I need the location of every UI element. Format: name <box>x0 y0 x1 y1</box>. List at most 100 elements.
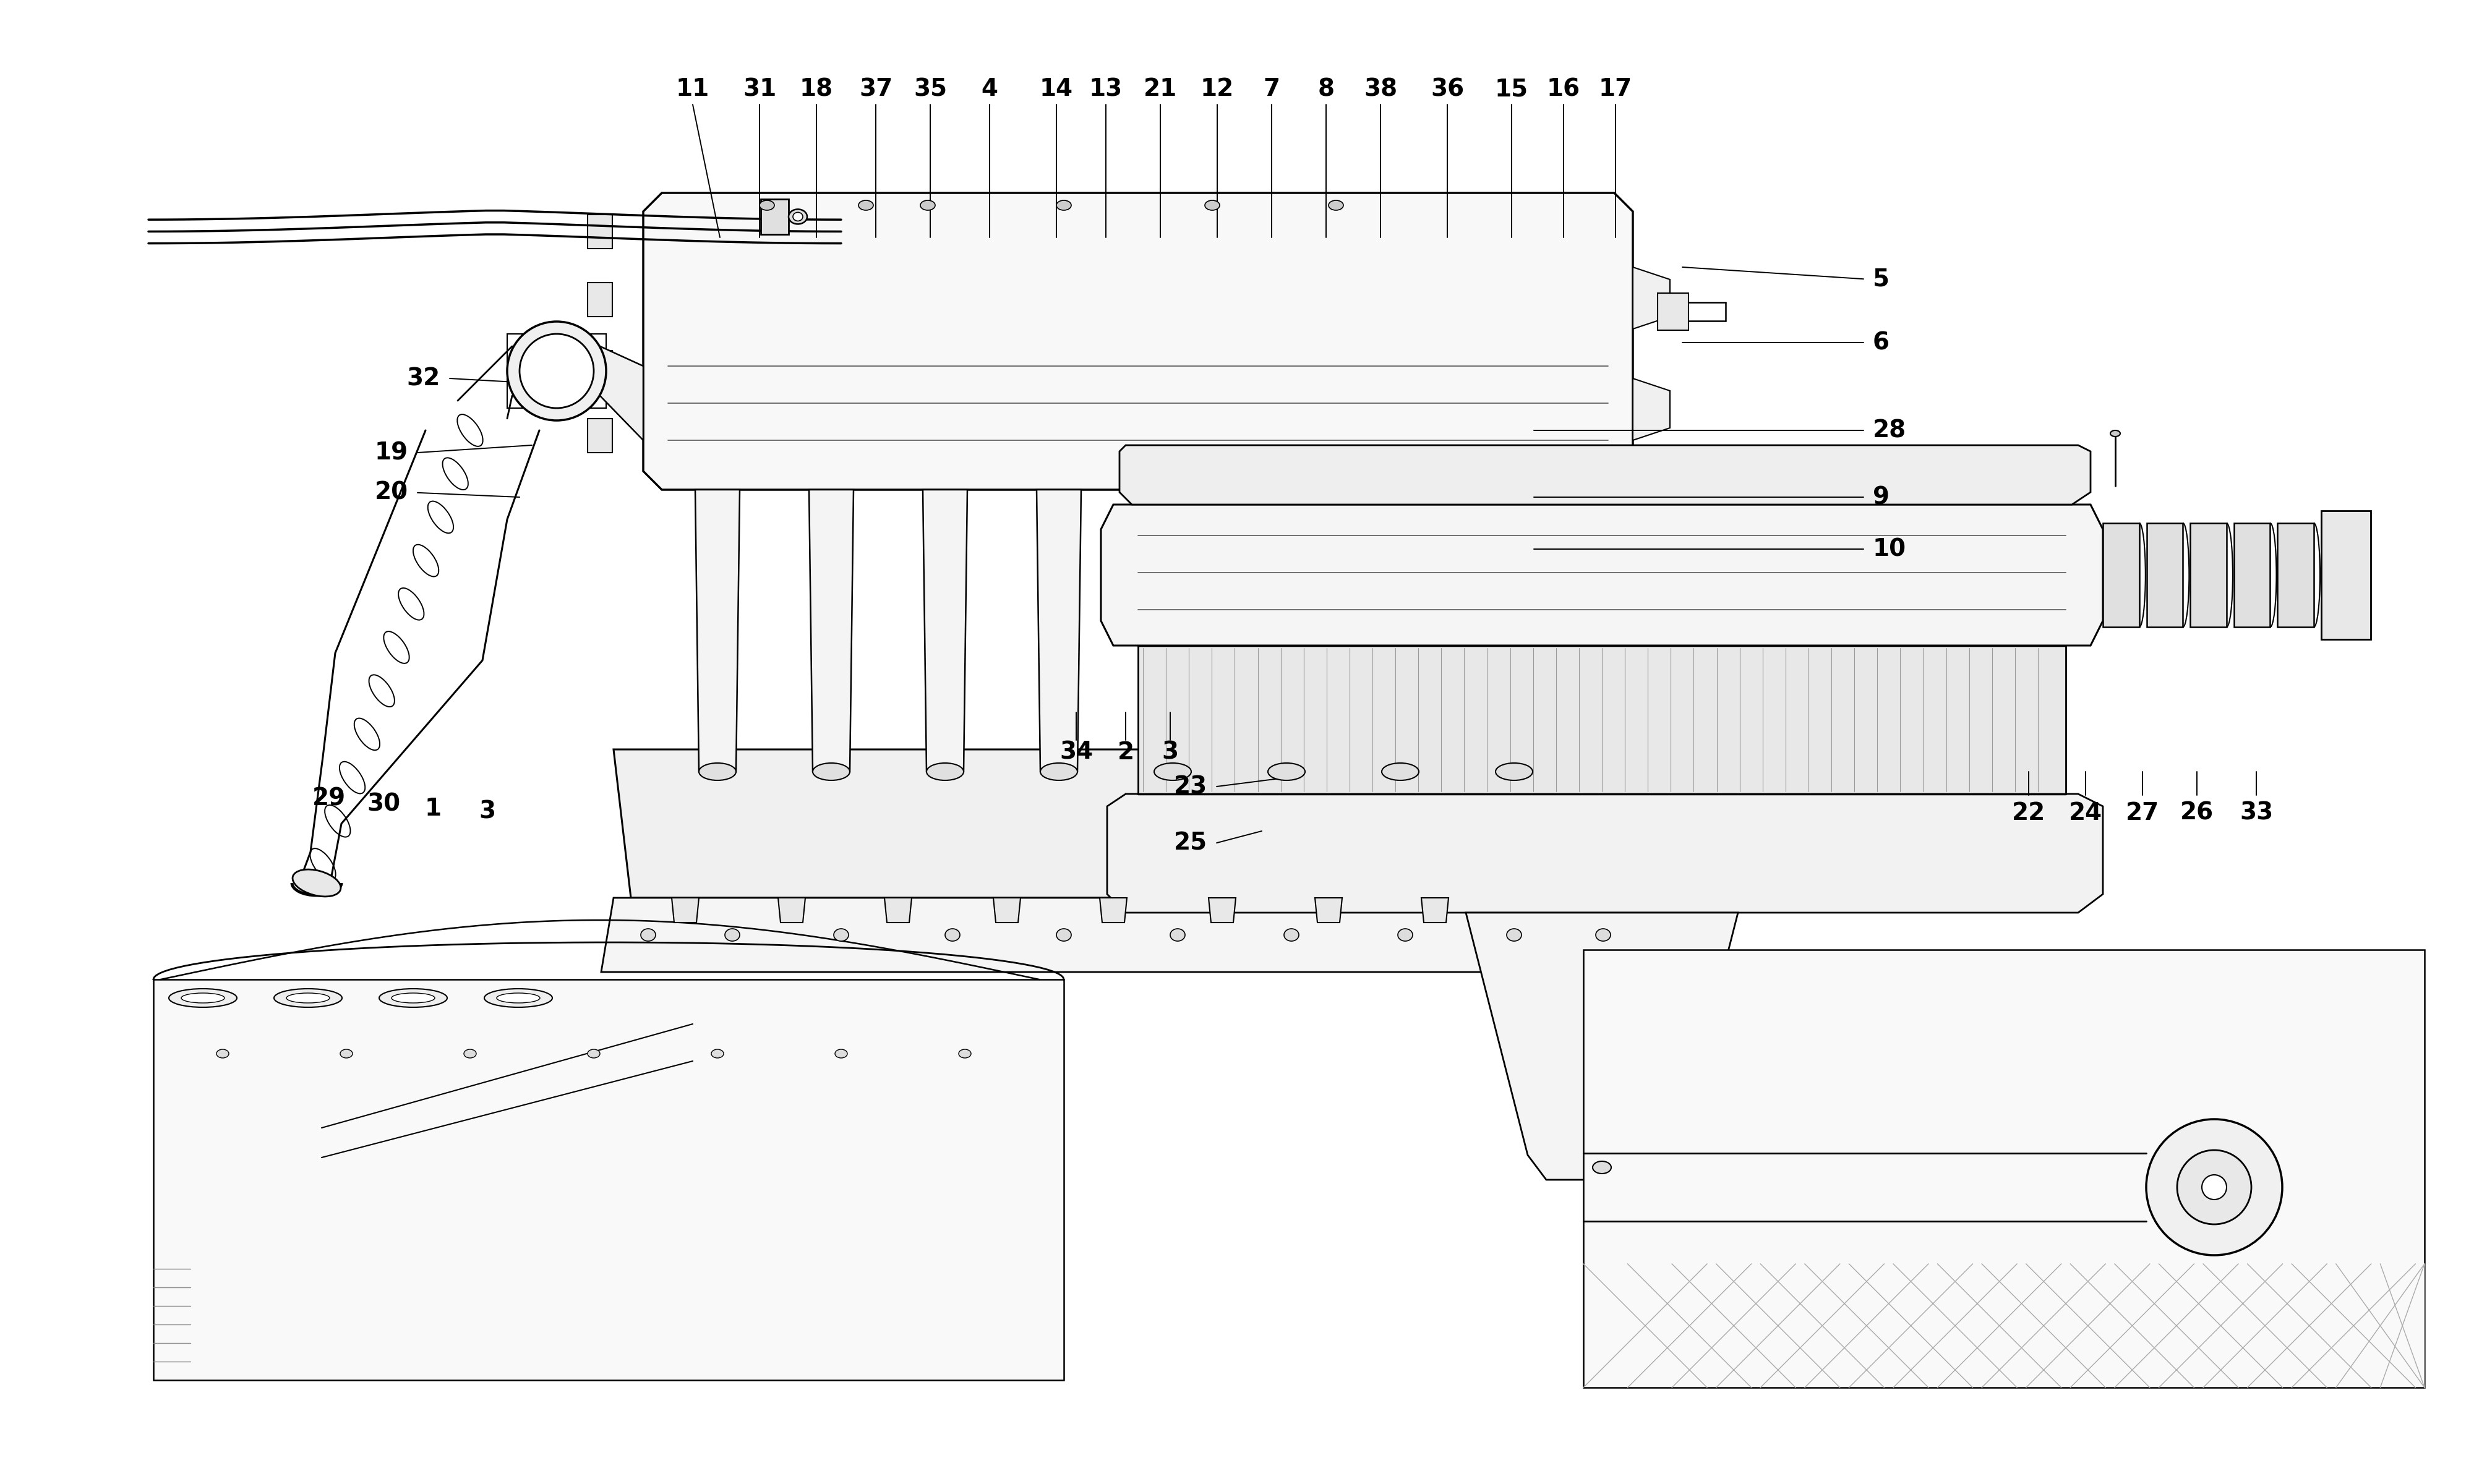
Text: 34: 34 <box>1059 741 1094 764</box>
Polygon shape <box>995 898 1022 923</box>
Ellipse shape <box>168 988 238 1008</box>
Ellipse shape <box>1267 763 1306 781</box>
Polygon shape <box>1633 378 1670 441</box>
Ellipse shape <box>218 1049 228 1058</box>
Text: 6: 6 <box>1873 331 1890 355</box>
Polygon shape <box>589 418 614 453</box>
Text: 9: 9 <box>1873 485 1890 509</box>
Ellipse shape <box>181 993 225 1003</box>
Text: 30: 30 <box>366 792 401 816</box>
Polygon shape <box>1150 490 1195 772</box>
Ellipse shape <box>811 763 851 781</box>
Polygon shape <box>1583 950 2425 1388</box>
Polygon shape <box>1492 490 1536 772</box>
Ellipse shape <box>2177 1150 2251 1224</box>
Ellipse shape <box>2110 430 2120 436</box>
Ellipse shape <box>713 1049 722 1058</box>
Text: 10: 10 <box>1873 537 1907 561</box>
Polygon shape <box>886 898 910 923</box>
Polygon shape <box>1465 913 1737 1180</box>
Text: 22: 22 <box>2011 801 2046 825</box>
Polygon shape <box>923 490 967 772</box>
Ellipse shape <box>589 1049 599 1058</box>
Ellipse shape <box>789 209 807 224</box>
Text: 13: 13 <box>1089 77 1123 101</box>
Polygon shape <box>1101 505 2103 646</box>
Ellipse shape <box>1056 200 1071 211</box>
Ellipse shape <box>1507 929 1522 941</box>
Text: 25: 25 <box>1173 831 1207 855</box>
Ellipse shape <box>507 322 606 420</box>
Ellipse shape <box>497 993 539 1003</box>
Ellipse shape <box>1284 929 1299 941</box>
Text: 23: 23 <box>1173 775 1207 798</box>
Text: 38: 38 <box>1363 77 1398 101</box>
Text: 8: 8 <box>1319 77 1333 101</box>
Polygon shape <box>589 215 614 248</box>
Text: 12: 12 <box>1200 77 1235 101</box>
Text: 14: 14 <box>1039 77 1074 101</box>
Text: 28: 28 <box>1873 418 1907 442</box>
Ellipse shape <box>945 929 960 941</box>
Polygon shape <box>1658 292 1687 329</box>
Ellipse shape <box>725 929 740 941</box>
Polygon shape <box>1264 490 1309 772</box>
Text: 29: 29 <box>312 787 346 810</box>
Polygon shape <box>153 979 1064 1380</box>
Polygon shape <box>809 490 854 772</box>
Text: 35: 35 <box>913 77 948 101</box>
Ellipse shape <box>292 870 341 896</box>
Text: 7: 7 <box>1264 77 1279 101</box>
Polygon shape <box>1037 490 1081 772</box>
Polygon shape <box>1138 646 2066 794</box>
Text: 15: 15 <box>1494 77 1529 101</box>
Polygon shape <box>1378 490 1423 772</box>
Polygon shape <box>1207 898 1237 923</box>
Ellipse shape <box>1398 929 1413 941</box>
Polygon shape <box>599 346 643 441</box>
Ellipse shape <box>1494 763 1534 781</box>
Ellipse shape <box>2202 1175 2227 1199</box>
Ellipse shape <box>641 929 656 941</box>
Text: 3: 3 <box>480 800 495 824</box>
Text: 33: 33 <box>2239 801 2274 825</box>
Polygon shape <box>2103 522 2140 626</box>
Text: 3: 3 <box>1163 741 1178 764</box>
Text: 19: 19 <box>374 441 408 464</box>
Ellipse shape <box>379 988 448 1008</box>
Text: 2: 2 <box>1118 741 1133 764</box>
Text: 17: 17 <box>1598 77 1633 101</box>
Polygon shape <box>643 193 1633 490</box>
Ellipse shape <box>1329 200 1343 211</box>
Ellipse shape <box>287 993 329 1003</box>
Text: 24: 24 <box>2068 801 2103 825</box>
Polygon shape <box>2321 510 2370 640</box>
Polygon shape <box>2189 522 2227 626</box>
Ellipse shape <box>700 763 737 781</box>
Polygon shape <box>762 199 789 234</box>
Ellipse shape <box>1593 1160 1611 1174</box>
Ellipse shape <box>760 200 774 211</box>
Text: 5: 5 <box>1873 267 1890 291</box>
Ellipse shape <box>1039 763 1079 781</box>
Text: 21: 21 <box>1143 77 1178 101</box>
Ellipse shape <box>792 212 802 221</box>
Polygon shape <box>2234 522 2271 626</box>
Polygon shape <box>777 898 807 923</box>
Text: 32: 32 <box>406 367 440 390</box>
Ellipse shape <box>485 988 552 1008</box>
Text: 4: 4 <box>982 77 997 101</box>
Ellipse shape <box>960 1049 970 1058</box>
Ellipse shape <box>1170 929 1185 941</box>
Ellipse shape <box>1205 200 1220 211</box>
Polygon shape <box>1108 794 2103 913</box>
Ellipse shape <box>1153 763 1192 781</box>
Text: 18: 18 <box>799 77 834 101</box>
Ellipse shape <box>275 988 341 1008</box>
Polygon shape <box>673 898 700 923</box>
Ellipse shape <box>1380 763 1420 781</box>
Polygon shape <box>589 350 614 384</box>
Polygon shape <box>1316 898 1341 923</box>
Ellipse shape <box>925 763 965 781</box>
Text: 27: 27 <box>2125 801 2160 825</box>
